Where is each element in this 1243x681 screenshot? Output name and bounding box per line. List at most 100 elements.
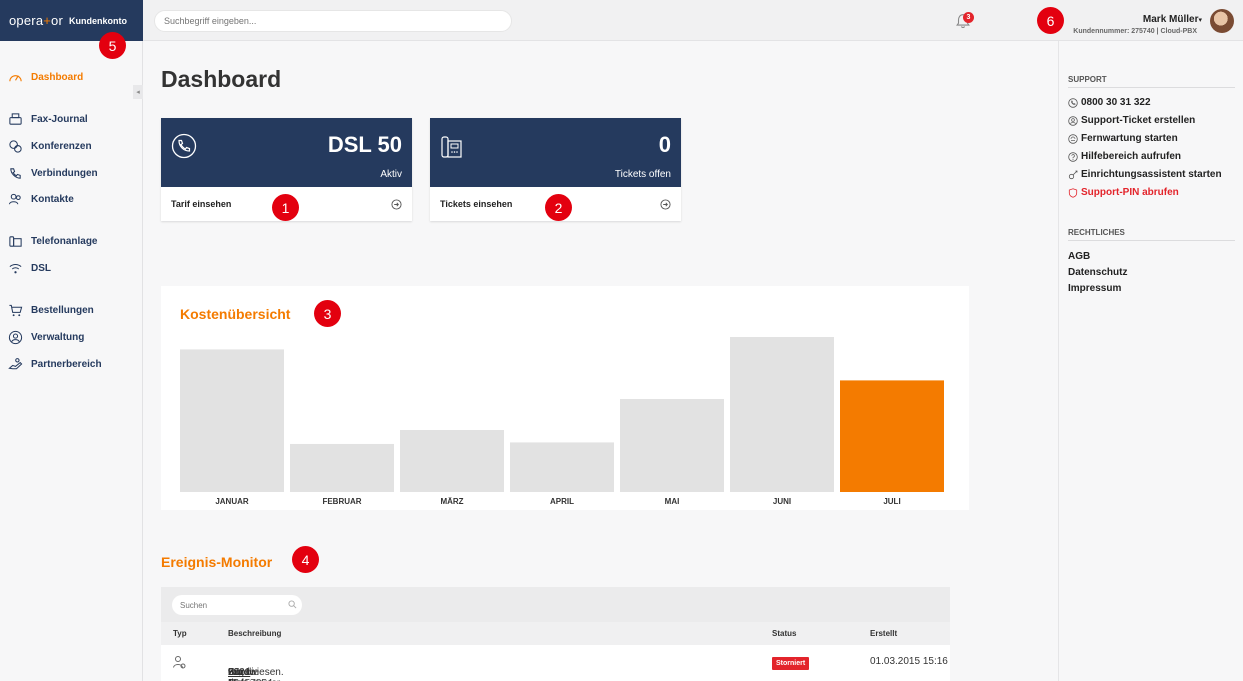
view-tickets-label: Tickets einsehen	[440, 199, 513, 209]
sidebar-item-label: Bestellungen	[31, 304, 94, 316]
view-tickets-link[interactable]: Tickets einsehen	[430, 187, 681, 221]
bar-juni[interactable]	[730, 337, 834, 492]
agb-link[interactable]: AGB	[1068, 251, 1091, 262]
user-circle-icon	[8, 330, 23, 344]
sidebar-item-verwaltung[interactable]: Verwaltung	[8, 328, 84, 346]
device-assign-icon	[173, 656, 186, 669]
arrow-circle-icon	[391, 198, 402, 210]
column-header-beschreibung[interactable]: Beschreibung	[228, 629, 282, 638]
avatar[interactable]	[1210, 9, 1234, 33]
sidebar-item-dsl[interactable]: DSL	[8, 259, 51, 277]
annotation-marker: 4	[292, 546, 319, 573]
open-tickets-label: Tickets offen	[614, 169, 671, 180]
global-search-input[interactable]	[154, 10, 512, 32]
tick-label-märz: MÄRZ	[440, 497, 463, 506]
event-monitor-toolbar	[161, 587, 950, 622]
privacy-link[interactable]: Datenschutz	[1068, 267, 1128, 278]
remote-maintenance-link[interactable]: Fernwartung starten	[1068, 133, 1178, 144]
sidebar-item-label: Telefonanlage	[31, 235, 98, 247]
event-search-input[interactable]	[172, 595, 302, 615]
legal-heading: RECHTLICHES	[1068, 228, 1125, 237]
view-tariff-link[interactable]: Tarif einsehen	[161, 187, 412, 221]
sidebar-item-dashboard[interactable]: Dashboard	[8, 68, 83, 86]
annotation-marker: 3	[314, 300, 341, 327]
bar-januar[interactable]	[180, 349, 284, 492]
sidebar-item-label: Dashboard	[31, 71, 84, 83]
sidebar-item-fax-journal[interactable]: Fax-Journal	[8, 110, 88, 128]
sidebar-item-bestellungen[interactable]: Bestellungen	[8, 301, 94, 319]
imprint-link[interactable]: Impressum	[1068, 283, 1122, 294]
bar-februar[interactable]	[290, 443, 394, 492]
bar-mai[interactable]	[620, 399, 724, 492]
cart-icon	[9, 304, 23, 316]
sidebar-item-partnerbereich[interactable]: Partnerbereich	[8, 355, 102, 373]
collapse-sidebar-icon[interactable]: ◂	[133, 85, 143, 99]
bar-juli[interactable]	[840, 380, 944, 492]
right-sidebar: SUPPORT 0800 30 31 322 Support-Ticket er…	[1058, 41, 1243, 681]
phone-circle-icon	[171, 133, 197, 159]
tickets-card-header: 0 Tickets offen	[430, 118, 681, 187]
sidebar-item-label: Partnerbereich	[31, 358, 102, 370]
sidebar-item-label: DSL	[31, 262, 51, 274]
gauge-icon	[9, 74, 22, 81]
tariff-status: Aktiv	[380, 169, 402, 180]
device-link[interactable]: Büro Max	[228, 667, 250, 681]
logo-text: opera+or	[9, 13, 64, 28]
notification-count-badge: 3	[963, 12, 974, 23]
table-row[interactable]: Für die Rufnummer 0221 16457854 wurde de…	[161, 645, 950, 681]
brand-logo[interactable]: opera+or Kundenkonto	[0, 0, 143, 41]
sidebar-item-verbindungen[interactable]: Verbindungen	[8, 164, 98, 182]
support-ticket-link[interactable]: Support-Ticket erstellen	[1068, 115, 1195, 126]
sidebar-item-label: Kontakte	[31, 193, 74, 205]
tick-label-juli: JULI	[883, 497, 900, 506]
desk-phone-icon	[441, 136, 462, 158]
tariff-value: DSL 50	[327, 132, 402, 157]
user-meta: Kundennummer: 275740 | Cloud-PBX	[1073, 28, 1197, 35]
user-menu[interactable]: Mark Müller▾	[1143, 14, 1202, 25]
bar-märz[interactable]	[400, 430, 504, 492]
phone-number-link[interactable]: 0221 16457854	[228, 667, 273, 681]
desk-phone-icon	[9, 235, 22, 247]
view-tariff-label: Tarif einsehen	[171, 199, 232, 209]
cost-overview-title: Kostenübersicht	[180, 306, 291, 322]
tick-label-mai: MAI	[665, 497, 680, 506]
column-header-typ[interactable]: Typ	[173, 629, 187, 638]
page-title: Dashboard	[161, 66, 282, 92]
annotation-marker: 2	[545, 194, 572, 221]
column-header-erstellt[interactable]: Erstellt	[870, 629, 898, 638]
support-phone-link[interactable]: 0800 30 31 322	[1068, 97, 1151, 108]
contacts-icon	[8, 193, 21, 204]
sidebar-item-label: Verbindungen	[31, 167, 98, 179]
fax-icon	[9, 112, 22, 125]
column-header-status[interactable]: Status	[772, 629, 797, 638]
top-bar: 3 Mark Müller▾ Kundennummer: 275740 | Cl…	[143, 0, 1243, 41]
bar-april[interactable]	[510, 442, 614, 492]
help-icon	[1068, 151, 1078, 162]
status-badge: Storniert	[772, 657, 810, 670]
sidebar-item-label: Fax-Journal	[31, 113, 88, 125]
handshake-icon	[8, 357, 23, 369]
phone-icon	[1068, 97, 1078, 108]
help-area-link[interactable]: Hilfebereich aufrufen	[1068, 151, 1181, 162]
setup-wizard-link[interactable]: Einrichtungsassistent starten	[1068, 169, 1222, 180]
divider	[1068, 240, 1235, 241]
user-name: Mark Müller	[1142, 14, 1199, 25]
support-pin-link[interactable]: Support-PIN abrufen	[1068, 187, 1179, 198]
wifi-icon	[9, 263, 22, 273]
support-heading: SUPPORT	[1068, 75, 1107, 84]
annotation-marker: 6	[1037, 7, 1064, 34]
search-icon[interactable]	[288, 600, 297, 609]
open-tickets-count: 0	[658, 132, 671, 157]
sidebar-item-konferenzen[interactable]: Konferenzen	[8, 137, 92, 155]
sidebar-item-kontakte[interactable]: Kontakte	[8, 190, 74, 208]
tick-label-januar: JANUAR	[215, 497, 249, 506]
chevron-down-icon: ▾	[1198, 17, 1202, 24]
shield-icon	[1068, 187, 1078, 198]
tick-label-februar: FEBRUAR	[322, 497, 361, 506]
tick-label-april: APRIL	[550, 497, 574, 506]
tariff-card: DSL 50 Aktiv Tarif einsehen	[161, 118, 412, 221]
chat-bubbles-icon	[9, 139, 22, 153]
annotation-marker: 1	[272, 194, 299, 221]
sidebar-item-telefonanlage[interactable]: Telefonanlage	[8, 232, 98, 250]
annotation-marker: 5	[99, 32, 126, 59]
